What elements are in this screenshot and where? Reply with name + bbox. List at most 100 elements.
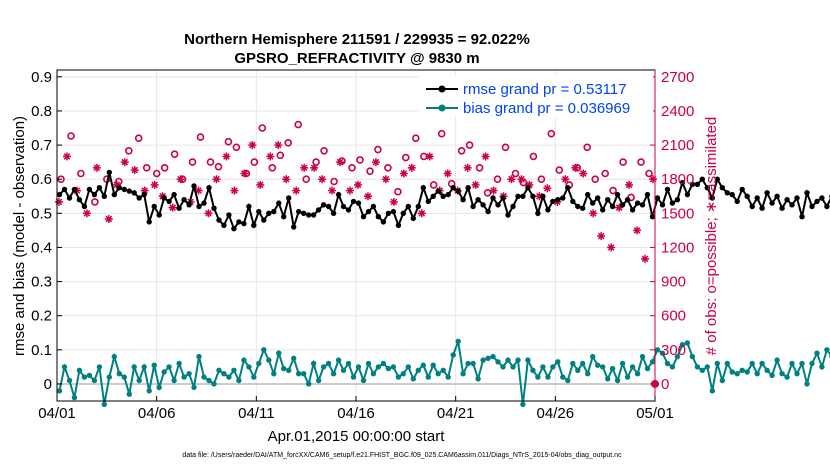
obs-possible-point-63 (637, 158, 645, 166)
bias-point-48 (296, 371, 302, 377)
bias-point-37 (241, 357, 247, 363)
rmse-point-25 (181, 197, 187, 203)
rmse-point-57 (340, 203, 347, 210)
bias-point-132 (714, 360, 720, 367)
bias-point-26 (186, 371, 192, 377)
bias-point-73 (420, 362, 426, 368)
obs-assimilated-point-65 (641, 254, 650, 263)
rmse-point-24 (176, 205, 182, 211)
bias-point-76 (435, 371, 441, 377)
rmse-point-71 (410, 215, 416, 222)
obs-possible-point-1 (67, 132, 75, 140)
bias-point-82 (465, 360, 471, 367)
rmse-point-110 (605, 197, 611, 203)
rmse-point-50 (306, 212, 312, 218)
rmse-point-119 (649, 214, 656, 220)
obs-assimilated-point-3 (82, 209, 91, 218)
rmse-point-97 (540, 193, 546, 199)
obs-assimilated-point-10 (150, 180, 159, 189)
bias-point-50 (306, 381, 312, 387)
y-left-tick-label-1: 0.1 (31, 342, 52, 359)
obs-assimilated-point-43 (443, 169, 452, 178)
bias-point-121 (659, 350, 666, 356)
obs-possible-point-10 (160, 164, 169, 172)
rmse-point-5 (81, 203, 88, 210)
bias-point-74 (425, 374, 431, 380)
obs-assimilated-point-13 (176, 175, 185, 184)
rmse-point-40 (256, 208, 262, 215)
chart-title-line2: GPSRO_REFRACTIVITY @ 9830 m (234, 50, 479, 67)
obs-possible-point-49 (511, 169, 520, 178)
rmse-point-23 (171, 191, 177, 198)
bias-point-70 (405, 364, 411, 370)
bias-point-144 (774, 357, 780, 363)
bias-point-60 (355, 364, 362, 370)
rmse-point-126 (684, 191, 691, 198)
rmse-point-142 (764, 190, 770, 196)
obs-possible-point-2 (77, 169, 85, 178)
obs-assimilated-point-45 (463, 163, 472, 172)
y-left-tick-label-7: 0.7 (31, 137, 52, 154)
bias-point-101 (560, 374, 566, 380)
obs-possible-point-40 (429, 181, 438, 189)
obs-possible-point-14 (196, 133, 205, 141)
y-right-tick-label-6: 1800 (661, 171, 694, 188)
bias-point-95 (530, 367, 536, 373)
rmse-point-54 (325, 203, 332, 210)
obs-possible-point-21 (258, 124, 267, 132)
bias-point-139 (749, 360, 755, 367)
rmse-point-138 (744, 193, 750, 199)
bias-point-118 (644, 365, 651, 372)
bias-point-117 (639, 353, 646, 360)
rmse-point-118 (644, 191, 651, 198)
bias-point-3 (71, 394, 78, 401)
bias-point-96 (535, 374, 541, 380)
bias-point-75 (430, 362, 436, 368)
y-left-tick-label-4: 0.4 (31, 239, 52, 256)
rmse-point-42 (266, 210, 272, 216)
bias-point-72 (415, 367, 421, 373)
bias-point-57 (340, 367, 347, 373)
obs-possible-point-51 (529, 152, 538, 161)
rmse-point-131 (709, 195, 715, 201)
y-axis-right-label: # of obs: o=possible; ∗=assimilated (703, 117, 720, 356)
rmse-point-60 (355, 200, 362, 206)
obs-assimilated-point-46 (471, 180, 480, 189)
obs-assimilated-point-34 (363, 192, 372, 201)
obs-assimilated-point-4 (92, 163, 101, 172)
bias-point-40 (256, 360, 262, 367)
rmse-point-136 (734, 198, 740, 205)
obs-assimilated-point-59 (589, 209, 598, 218)
rmse-point-143 (769, 200, 775, 206)
obs-assimilated-point-60 (597, 232, 606, 241)
bias-point-102 (565, 377, 571, 384)
obs-possible-point-20 (250, 158, 259, 166)
obs-assimilated-point-40 (417, 209, 426, 218)
bias-point-110 (605, 376, 611, 382)
obs-assimilated-point-30 (328, 186, 337, 195)
rmse-point-72 (415, 203, 421, 210)
obs-assimilated-point-17 (212, 175, 221, 184)
rmse-point-13 (121, 186, 128, 193)
rmse-point-139 (749, 203, 755, 210)
obs-assimilated-point-29 (318, 175, 327, 184)
bias-point-79 (450, 352, 456, 358)
rmse-point-67 (390, 208, 397, 215)
rmse-point-95 (530, 193, 536, 199)
obs-assimilated-point-32 (346, 186, 355, 195)
bias-point-111 (609, 365, 616, 372)
rmse-point-3 (71, 186, 78, 193)
legend: rmse grand pr = 0.53117 bias grand pr = … (420, 75, 653, 117)
rmse-point-88 (495, 202, 501, 208)
obs-assimilated-point-50 (507, 175, 516, 184)
obs-possible-point-15 (206, 158, 215, 166)
obs-assimilated-point-48 (489, 186, 498, 195)
rmse-point-107 (590, 200, 596, 206)
obs-assimilated-point-51 (517, 175, 526, 184)
rmse-point-35 (231, 226, 237, 232)
rmse-point-127 (689, 181, 696, 187)
bias-point-141 (759, 360, 765, 367)
rmse-point-78 (445, 191, 451, 198)
rmse-point-9 (101, 193, 108, 199)
rmse-point-87 (490, 195, 496, 201)
